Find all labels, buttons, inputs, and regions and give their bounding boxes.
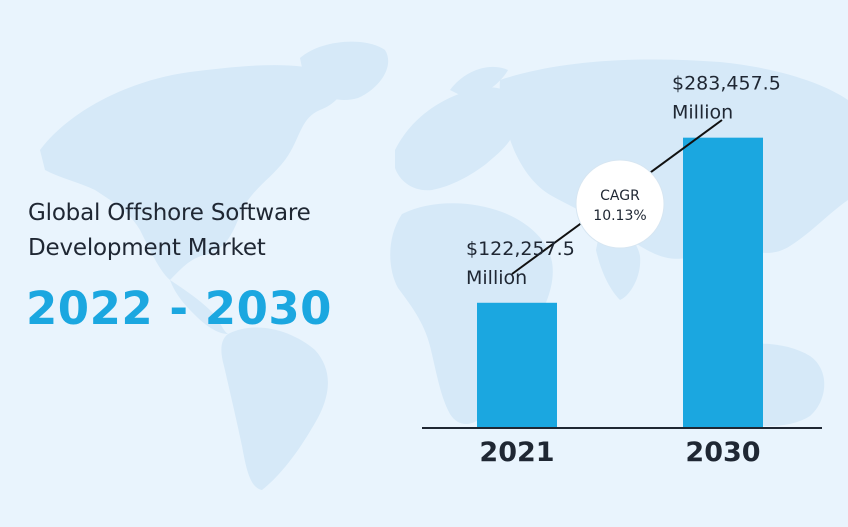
x-tick-label-2021: 2021 [479, 437, 554, 468]
cagr-circle [575, 159, 665, 249]
cagr-badge: CAGR 10.13% [575, 159, 665, 249]
title-line-2: Development Market [28, 235, 266, 261]
cagr-title: CAGR [600, 188, 640, 204]
chart-title: Global Offshore Software Development Mar… [28, 196, 388, 266]
title-line-1: Global Offshore Software [28, 200, 311, 226]
x-tick-label-2030: 2030 [685, 437, 760, 468]
bar-2021 [477, 302, 557, 428]
cagr-value: 10.13% [593, 208, 646, 224]
bar-2030 [683, 137, 763, 428]
data-label-2030-line-2: Million [672, 102, 733, 124]
data-label-2021-line-1: $122,257.5 [466, 238, 575, 260]
period-label: 2022 - 2030 [26, 282, 332, 335]
data-label-2030-line-1: $283,457.5 [672, 73, 781, 95]
bar-group [477, 137, 763, 428]
data-label-2021-line-2: Million [466, 267, 527, 289]
label-group: $122,257.5 Million 2021 $283,457.5 Million 20… [466, 73, 781, 468]
